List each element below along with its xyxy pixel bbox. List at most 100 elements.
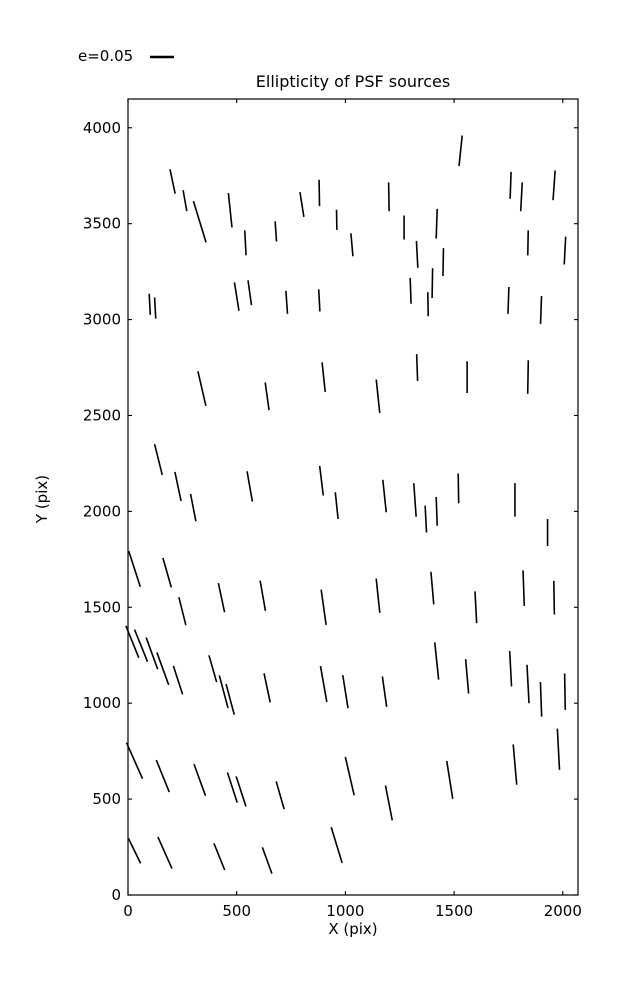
whisker-segment — [263, 673, 272, 703]
whisker-segment — [153, 297, 157, 319]
whisker-segment — [457, 473, 460, 504]
whisker-segment — [182, 190, 188, 212]
whisker-segment — [125, 742, 144, 780]
whisker-segment — [350, 233, 354, 257]
y-tick-label: 1000 — [83, 694, 121, 712]
y-tick-label: 500 — [92, 790, 121, 808]
whisker-segment — [213, 842, 226, 871]
whisker-segment — [174, 471, 182, 502]
whisker-segment — [226, 772, 239, 803]
whisker-segment — [458, 135, 464, 167]
whisker-segment — [508, 650, 513, 687]
whisker-segment — [153, 444, 164, 476]
whisker-segment — [259, 580, 267, 612]
x-tick-label: 1500 — [435, 902, 473, 920]
whisker-segment — [556, 728, 561, 770]
whisker-segment — [334, 492, 339, 520]
whisker-segment — [155, 759, 171, 793]
whisker-segment — [218, 675, 229, 709]
x-tick-label: 500 — [222, 902, 251, 920]
whisker-segment — [197, 371, 207, 407]
whisker-segment — [552, 170, 556, 201]
whisker-segment — [381, 676, 388, 708]
y-tick-label: 4000 — [83, 119, 121, 137]
whisker-segment — [127, 838, 142, 864]
whisker-segment — [512, 744, 518, 785]
whisker-segment — [431, 268, 434, 299]
whisker-segment — [464, 659, 470, 694]
whisker-segment — [274, 221, 278, 242]
whisker-segment — [243, 230, 247, 256]
y-tick-label: 3500 — [83, 215, 121, 233]
whisker-segment — [344, 756, 355, 796]
whisker-segment — [319, 665, 328, 703]
x-tick-label: 0 — [123, 902, 133, 920]
whisker-segment — [321, 362, 327, 393]
whisker-segment — [519, 182, 524, 212]
whisker-segment — [435, 208, 439, 239]
whisker-segment — [330, 826, 343, 864]
whisker-segment — [415, 354, 419, 381]
whisker-segment — [522, 570, 526, 606]
whisker-segment — [415, 240, 419, 268]
y-axis-label: Y (pix) — [33, 474, 51, 524]
whisker-segment — [192, 200, 207, 243]
whisker-segment — [233, 282, 240, 311]
page-title: Ellipticity of PSF sources — [255, 72, 451, 91]
whisker-segment — [172, 665, 184, 695]
whisker-segment — [539, 296, 543, 324]
whisker-segment — [320, 589, 327, 625]
whisker-segment — [157, 836, 173, 869]
whisker-segment — [412, 483, 417, 517]
whisker-segment — [178, 596, 187, 626]
whisker-segment — [189, 493, 197, 522]
whisker-segment — [433, 642, 440, 680]
whisker-segment — [430, 571, 435, 605]
y-tick-label: 2000 — [83, 502, 121, 520]
whisker-segment — [125, 625, 140, 659]
y-tick-label: 0 — [111, 886, 121, 904]
whisker-segment — [375, 578, 381, 614]
whisker-segment — [299, 192, 305, 217]
x-tick-label: 2000 — [544, 902, 582, 920]
whisker-segment — [247, 280, 253, 306]
whisker-segment — [145, 637, 159, 670]
whisker-segment — [225, 683, 236, 715]
whisker-segment — [217, 582, 226, 613]
whisker-segment — [563, 236, 567, 265]
whisker-segment — [341, 674, 349, 709]
whisker-segment — [435, 496, 438, 526]
axis-ticks: 0 500 1000 1500 2000 0 500 1000 1500 2000 2500 3000… — [83, 99, 582, 920]
whisker-segment — [445, 760, 454, 800]
whisker-segment — [275, 781, 285, 810]
whisker-segment — [552, 580, 556, 615]
whisker-segment — [539, 682, 543, 717]
x-axis-label: X (pix) — [328, 920, 378, 938]
whisker-segment — [208, 655, 218, 683]
whisker-segment — [526, 664, 530, 704]
whisker-segment — [169, 169, 176, 194]
x-tick-label: 1000 — [326, 902, 364, 920]
whisker-segment — [318, 465, 325, 496]
whisker-segment — [261, 847, 273, 874]
whisker-segment — [285, 290, 289, 314]
whisker-segment — [507, 286, 510, 314]
whisker-segment — [382, 479, 388, 513]
whisker-segment — [162, 557, 173, 588]
whisker-segment — [317, 289, 321, 312]
whisker-segment — [375, 379, 381, 414]
whisker-segment — [227, 192, 233, 228]
axes-frame — [127, 98, 579, 896]
whisker-segment — [424, 505, 428, 533]
whisker-segment — [193, 763, 207, 796]
whisker-segment — [563, 673, 567, 710]
whisker-segment — [384, 785, 394, 821]
whisker-segment — [264, 382, 270, 411]
whisker-segment — [526, 360, 530, 394]
whisker-segment — [148, 293, 152, 315]
whisker-segment — [133, 629, 149, 662]
whisker-segment — [246, 471, 254, 502]
y-tick-label: 3000 — [83, 311, 121, 329]
y-tick-label: 1500 — [83, 598, 121, 616]
